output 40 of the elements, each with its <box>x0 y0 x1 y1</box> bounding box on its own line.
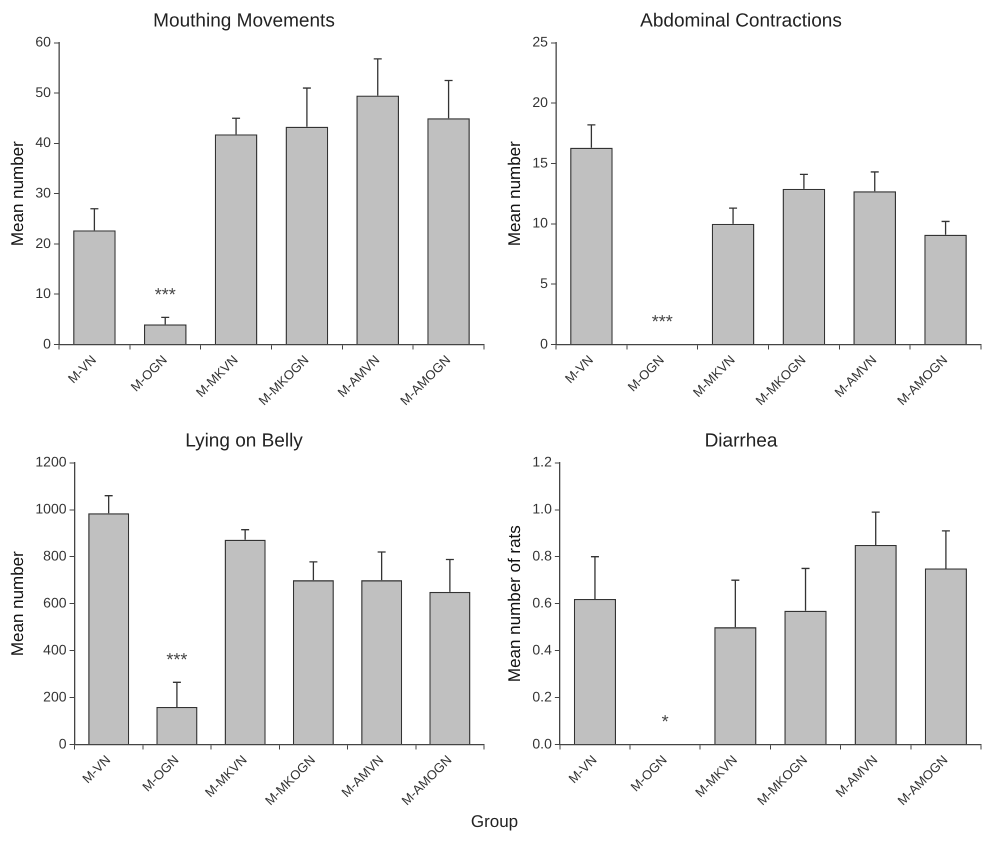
y-tick-label: 400 <box>43 641 67 658</box>
y-tick-label: 0.0 <box>532 735 552 752</box>
annotation: * <box>662 711 669 732</box>
y-axis-title: Mean number <box>8 140 27 246</box>
chart-title: Abdominal Contractions <box>640 10 842 32</box>
y-tick-label: 0.2 <box>532 688 552 704</box>
y-tick-label: 60 <box>35 34 52 50</box>
y-tick-label: 1000 <box>35 500 67 517</box>
y-tick-label: 1.0 <box>532 500 552 517</box>
y-tick-label: 0.8 <box>532 548 552 564</box>
y-tick-label: 600 <box>43 594 67 611</box>
y-tick-label: 10 <box>532 214 548 231</box>
y-axis-title: Mean number <box>504 140 524 246</box>
y-tick-label: 50 <box>35 84 52 100</box>
y-tick-label: 40 <box>35 134 52 150</box>
y-tick-label: 15 <box>532 154 548 170</box>
chart-title: Diarrhea <box>704 430 778 452</box>
y-tick-label: 20 <box>532 94 548 110</box>
y-tick-label: 10 <box>35 285 52 302</box>
y-tick-label: 0 <box>540 335 548 352</box>
y-tick-label: 20 <box>35 234 52 251</box>
y-tick-label: 25 <box>532 34 548 50</box>
y-tick-label: 800 <box>43 548 67 564</box>
y-tick-label: 0.4 <box>532 641 552 658</box>
y-tick-label: 5 <box>540 275 548 292</box>
y-tick-label: 0 <box>43 335 52 352</box>
y-axis-title: Mean number <box>8 550 27 656</box>
y-tick-label: 0 <box>58 735 67 752</box>
annotation: *** <box>166 649 188 670</box>
y-axis-title: Mean number of rats <box>504 525 524 682</box>
y-tick-label: 0.6 <box>532 594 552 611</box>
chart-title: Mouthing Movements <box>153 10 335 32</box>
y-tick-label: 30 <box>35 184 52 201</box>
annotation: *** <box>652 311 673 332</box>
y-tick-label: 200 <box>43 688 67 704</box>
chart-title: Lying on Belly <box>185 430 304 452</box>
x-axis-title: Group <box>470 812 520 832</box>
y-tick-label: 1.2 <box>532 454 552 470</box>
annotation: *** <box>154 284 176 304</box>
y-tick-label: 1200 <box>35 454 67 470</box>
